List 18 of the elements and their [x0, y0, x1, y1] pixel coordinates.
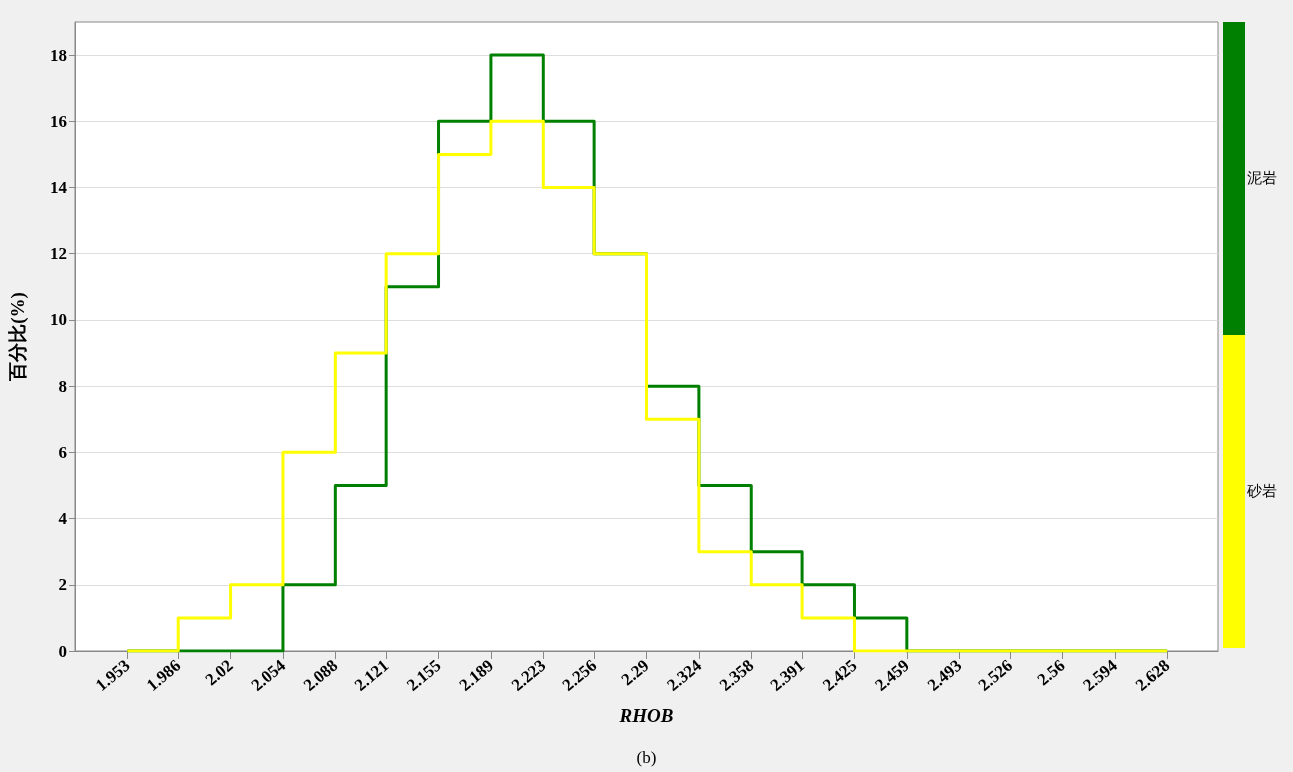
y-tick-label: 8: [58, 376, 67, 396]
y-tick-label: 12: [50, 244, 67, 264]
text: 泥岩: [1247, 169, 1277, 188]
x-axis-title: RHOB: [618, 705, 674, 726]
y-tick-label: 16: [50, 111, 67, 131]
y-tick-label: 6: [58, 442, 67, 462]
y-tick-label: 10: [50, 310, 67, 330]
y-tick-label: 18: [50, 45, 67, 65]
y-tick-label: 4: [58, 509, 68, 529]
text: (b): [636, 748, 657, 767]
y-axis-title: 百分比(%): [7, 292, 29, 382]
text: 砂岩: [1247, 482, 1277, 501]
y-tick-label: 0: [58, 641, 67, 661]
y-tick-label: 2: [58, 575, 67, 595]
y-tick-label: 14: [50, 178, 68, 198]
x-tick-label: 2.02: [201, 655, 237, 690]
x-tick-label: 2.29: [617, 655, 653, 690]
x-tick-label: 2.56: [1033, 655, 1069, 690]
